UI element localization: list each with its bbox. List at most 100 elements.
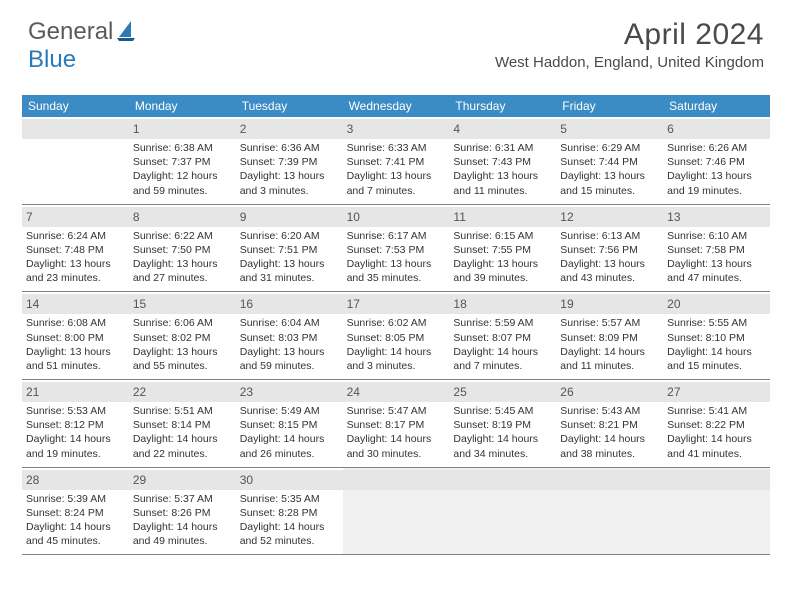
cell-text-line: Sunset: 8:26 PM — [133, 506, 232, 520]
date-row: 25 — [449, 382, 556, 402]
cell-text-line: Daylight: 13 hours — [453, 169, 552, 183]
cell-text-line: Sunset: 8:15 PM — [240, 418, 339, 432]
cell-text-line: and 38 minutes. — [560, 447, 659, 461]
cell-text-line: and 34 minutes. — [453, 447, 552, 461]
day-header: Wednesday — [343, 95, 450, 117]
cell-text-line: Sunset: 7:53 PM — [347, 243, 446, 257]
cell-text-line: Sunset: 8:21 PM — [560, 418, 659, 432]
calendar-cell — [556, 468, 663, 555]
cell-text-line: Daylight: 14 hours — [667, 345, 766, 359]
cell-text-line: Daylight: 13 hours — [240, 257, 339, 271]
logo-text-blue: Blue — [28, 46, 76, 73]
calendar-cell — [343, 468, 450, 555]
date-number — [667, 473, 670, 487]
cell-text-line: Sunset: 8:00 PM — [26, 331, 125, 345]
cell-text-line: Daylight: 13 hours — [560, 257, 659, 271]
date-row: 23 — [236, 382, 343, 402]
calendar-cell: 13Sunrise: 6:10 AMSunset: 7:58 PMDayligh… — [663, 205, 770, 292]
day-headers-row: SundayMondayTuesdayWednesdayThursdayFrid… — [22, 95, 770, 117]
date-number: 9 — [240, 210, 247, 224]
cell-text-line: Daylight: 12 hours — [133, 169, 232, 183]
calendar-cell: 3Sunrise: 6:33 AMSunset: 7:41 PMDaylight… — [343, 117, 450, 204]
cell-text-line: Sunset: 7:51 PM — [240, 243, 339, 257]
cell-text-line: Daylight: 13 hours — [667, 257, 766, 271]
date-number: 11 — [453, 210, 465, 224]
date-row: 7 — [22, 207, 129, 227]
cell-text-line: and 47 minutes. — [667, 271, 766, 285]
date-number: 13 — [667, 210, 680, 224]
date-row: 16 — [236, 294, 343, 314]
cell-text-line: and 7 minutes. — [347, 184, 446, 198]
calendar-cell: 25Sunrise: 5:45 AMSunset: 8:19 PMDayligh… — [449, 380, 556, 467]
date-row: 26 — [556, 382, 663, 402]
calendar-cell: 17Sunrise: 6:02 AMSunset: 8:05 PMDayligh… — [343, 292, 450, 379]
cell-text-line: Sunrise: 5:59 AM — [453, 316, 552, 330]
date-number — [453, 473, 456, 487]
cell-text-line: Sunrise: 5:35 AM — [240, 492, 339, 506]
cell-text-line: and 52 minutes. — [240, 534, 339, 548]
logo-blue-wrap: Blue — [28, 46, 76, 74]
cell-text-line: Sunset: 8:07 PM — [453, 331, 552, 345]
date-row: 2 — [236, 119, 343, 139]
cell-text-line: Daylight: 13 hours — [347, 257, 446, 271]
date-number: 28 — [26, 473, 39, 487]
date-number — [26, 122, 29, 136]
cell-text-line: Sunrise: 6:29 AM — [560, 141, 659, 155]
cell-text-line: Sunrise: 6:36 AM — [240, 141, 339, 155]
cell-text-line: and 41 minutes. — [667, 447, 766, 461]
date-number: 23 — [240, 385, 253, 399]
cell-text-line: Sunrise: 6:31 AM — [453, 141, 552, 155]
calendar-cell: 28Sunrise: 5:39 AMSunset: 8:24 PMDayligh… — [22, 468, 129, 555]
cell-text-line: Sunset: 7:44 PM — [560, 155, 659, 169]
calendar-cell: 29Sunrise: 5:37 AMSunset: 8:26 PMDayligh… — [129, 468, 236, 555]
date-row: 14 — [22, 294, 129, 314]
cell-text-line: and 11 minutes. — [560, 359, 659, 373]
cell-text-line: Sunset: 7:43 PM — [453, 155, 552, 169]
date-row: 27 — [663, 382, 770, 402]
calendar: SundayMondayTuesdayWednesdayThursdayFrid… — [22, 95, 770, 555]
cell-text-line: and 31 minutes. — [240, 271, 339, 285]
cell-text-line: and 49 minutes. — [133, 534, 232, 548]
date-row: 20 — [663, 294, 770, 314]
calendar-cell: 21Sunrise: 5:53 AMSunset: 8:12 PMDayligh… — [22, 380, 129, 467]
calendar-cell: 27Sunrise: 5:41 AMSunset: 8:22 PMDayligh… — [663, 380, 770, 467]
date-number: 14 — [26, 297, 39, 311]
cell-text-line: Daylight: 13 hours — [347, 169, 446, 183]
cell-text-line: Sunset: 7:41 PM — [347, 155, 446, 169]
calendar-cell: 14Sunrise: 6:08 AMSunset: 8:00 PMDayligh… — [22, 292, 129, 379]
cell-text-line: Sunrise: 6:22 AM — [133, 229, 232, 243]
cell-text-line: Sunset: 8:19 PM — [453, 418, 552, 432]
date-row — [556, 470, 663, 490]
logo: General — [28, 18, 139, 46]
cell-text-line: Daylight: 14 hours — [347, 345, 446, 359]
cell-text-line: Sunrise: 5:57 AM — [560, 316, 659, 330]
date-row: 3 — [343, 119, 450, 139]
calendar-cell: 20 Sunrise: 5:55 AMSunset: 8:10 PMDayligh… — [663, 292, 770, 379]
date-row: 28 — [22, 470, 129, 490]
calendar-cell: 8Sunrise: 6:22 AMSunset: 7:50 PMDaylight… — [129, 205, 236, 292]
calendar-cell: 22Sunrise: 5:51 AMSunset: 8:14 PMDayligh… — [129, 380, 236, 467]
cell-text-line: Sunrise: 5:41 AM — [667, 404, 766, 418]
date-number — [560, 473, 563, 487]
date-row: 29 — [129, 470, 236, 490]
cell-text-line: Sunset: 7:48 PM — [26, 243, 125, 257]
title-block: April 2024 West Haddon, England, United … — [495, 18, 764, 71]
calendar-cell: 9Sunrise: 6:20 AMSunset: 7:51 PMDaylight… — [236, 205, 343, 292]
date-number: 29 — [133, 473, 146, 487]
calendar-cell: 2Sunrise: 6:36 AMSunset: 7:39 PMDaylight… — [236, 117, 343, 204]
cell-text-line: and 19 minutes. — [26, 447, 125, 461]
location-text: West Haddon, England, United Kingdom — [495, 54, 764, 71]
date-row: 11 — [449, 207, 556, 227]
cell-text-line: Sunset: 8:10 PM — [667, 331, 766, 345]
date-number: 22 — [133, 385, 146, 399]
date-row: 19 — [556, 294, 663, 314]
cell-text-line: Sunset: 8:14 PM — [133, 418, 232, 432]
cell-text-line: and 15 minutes. — [667, 359, 766, 373]
cell-text-line: Sunrise: 5:55 AM — [667, 316, 766, 330]
cell-text-line: Sunset: 7:39 PM — [240, 155, 339, 169]
date-number: 2 — [240, 122, 247, 136]
cell-text-line: Daylight: 14 hours — [453, 345, 552, 359]
weeks-container: 1Sunrise: 6:38 AMSunset: 7:37 PMDaylight… — [22, 117, 770, 555]
date-number: 21 — [26, 385, 39, 399]
cell-text-line: and 7 minutes. — [453, 359, 552, 373]
